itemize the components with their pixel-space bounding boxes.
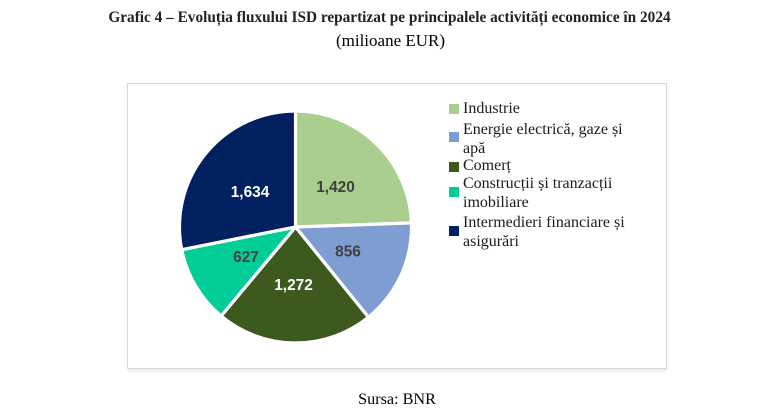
svg-text:856: 856 [335, 244, 361, 261]
svg-text:1,420: 1,420 [316, 179, 355, 196]
svg-text:1,634: 1,634 [231, 184, 270, 201]
svg-text:627: 627 [233, 249, 259, 266]
svg-text:1,272: 1,272 [274, 277, 313, 294]
